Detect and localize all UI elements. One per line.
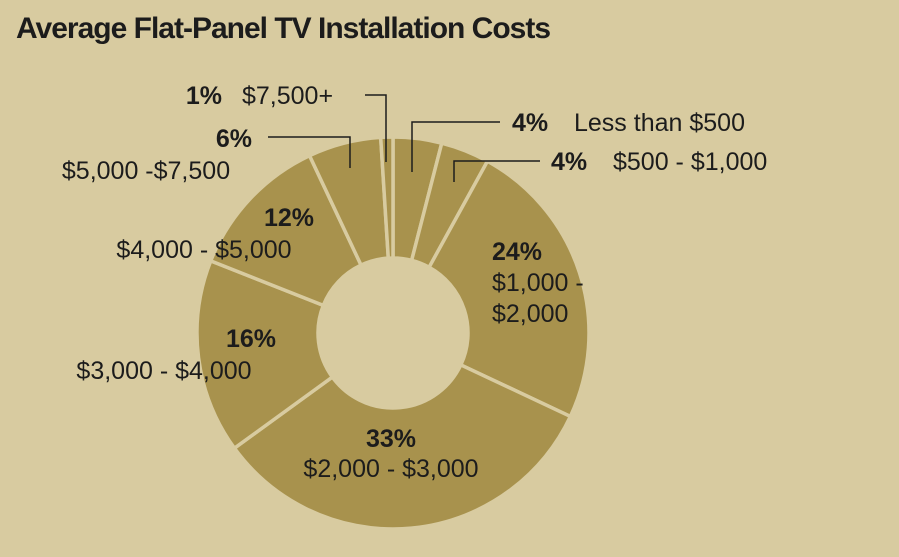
pct-label-3000-4000: 16% — [226, 325, 276, 353]
pct-label-less-than-500: 4% — [512, 109, 548, 137]
range-label-less-than-500: Less than $500 — [574, 109, 745, 137]
range-label-1000-2000-line2: $2,000 — [492, 300, 568, 328]
range-label-4000-5000: $4,000 - $5,000 — [116, 236, 291, 264]
range-label-7500-plus: $7,500+ — [242, 82, 333, 110]
slice-1000-2000 — [426, 158, 591, 419]
slice-4000-5000 — [208, 153, 364, 308]
slice-7500-plus — [378, 135, 395, 261]
range-label-500-1000: $500 - $1,000 — [613, 148, 767, 176]
pct-label-1000-2000: 24% — [492, 238, 542, 266]
range-label-3000-4000: $3,000 - $4,000 — [76, 357, 251, 385]
slice-2000-3000 — [231, 362, 573, 531]
range-label-2000-3000: $2,000 - $3,000 — [303, 455, 478, 483]
leader-line-7500-plus — [365, 94, 387, 162]
leader-line-less-than-500 — [411, 121, 500, 172]
slice-group — [195, 135, 591, 531]
pct-label-500-1000: 4% — [551, 148, 587, 176]
leader-line-500-1000 — [453, 160, 540, 182]
leader-lines — [268, 94, 540, 182]
range-label-5000-7500: $5,000 -$7,500 — [62, 157, 230, 185]
pct-label-7500-plus: 1% — [186, 82, 222, 110]
slice-3000-4000 — [195, 258, 335, 451]
pct-label-4000-5000: 12% — [264, 204, 314, 232]
leader-line-5000-7500 — [268, 136, 351, 168]
slice-labels: 4% Less than $500 4% $500 - $1,000 24% $… — [62, 82, 767, 483]
range-label-1000-2000: $1,000 - — [492, 269, 584, 297]
pct-label-5000-7500: 6% — [216, 125, 252, 153]
pct-label-2000-3000: 33% — [366, 425, 416, 453]
chart-title: Average Flat-Panel TV Installation Costs — [16, 12, 551, 45]
